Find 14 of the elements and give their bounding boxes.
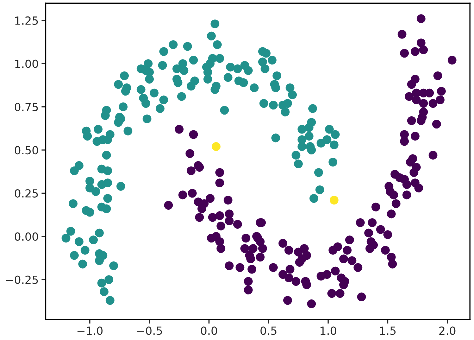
x-tick-label: 0.5 <box>260 326 277 336</box>
y-tick-label: 0.75 <box>15 103 38 112</box>
x-tick-label: 1.5 <box>380 326 396 336</box>
x-tick-label: −0.5 <box>137 326 162 336</box>
y-tick-label: 0.00 <box>15 232 38 242</box>
y-tick-label: −0.25 <box>6 276 38 284</box>
y-tick-label: 1.00 <box>16 60 38 68</box>
x-tick-label: 2.0 <box>440 326 456 336</box>
x-tick-label: 1.0 <box>320 326 336 336</box>
y-tick-label: 0.50 <box>15 146 38 155</box>
y-tick-label: 1.25 <box>16 16 38 26</box>
x-tick-label: −1.0 <box>78 326 103 336</box>
y-tick-label: 0.25 <box>15 189 38 198</box>
x-tick-label: 0.0 <box>201 326 218 336</box>
